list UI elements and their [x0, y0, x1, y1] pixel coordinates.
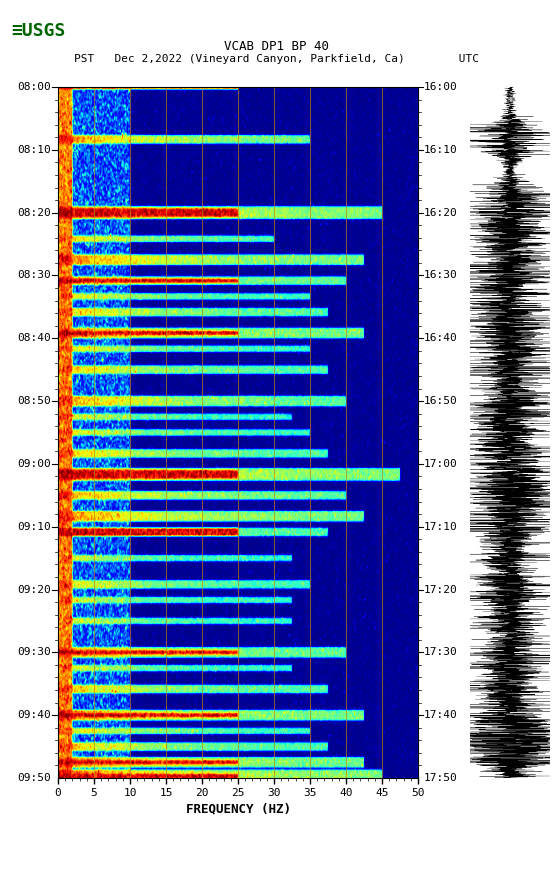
Text: 16:00: 16:00 [424, 82, 458, 92]
Text: 16:40: 16:40 [424, 333, 458, 343]
Text: 17:00: 17:00 [424, 459, 458, 469]
Text: VCAB DP1 BP 40: VCAB DP1 BP 40 [224, 40, 328, 54]
Text: 09:20: 09:20 [17, 585, 51, 595]
Text: 17:30: 17:30 [424, 647, 458, 657]
X-axis label: FREQUENCY (HZ): FREQUENCY (HZ) [185, 803, 290, 815]
Text: 16:10: 16:10 [424, 145, 458, 154]
Text: 16:20: 16:20 [424, 208, 458, 218]
Text: 09:50: 09:50 [17, 773, 51, 783]
Text: 08:00: 08:00 [17, 82, 51, 92]
Text: 08:30: 08:30 [17, 271, 51, 280]
Text: 08:20: 08:20 [17, 208, 51, 218]
Text: 08:40: 08:40 [17, 333, 51, 343]
Text: 17:10: 17:10 [424, 522, 458, 531]
Text: ≡USGS: ≡USGS [11, 22, 66, 40]
Text: 08:50: 08:50 [17, 396, 51, 406]
Text: 09:30: 09:30 [17, 647, 51, 657]
Text: 09:00: 09:00 [17, 459, 51, 469]
Text: 16:30: 16:30 [424, 271, 458, 280]
Text: 17:50: 17:50 [424, 773, 458, 783]
Text: PST   Dec 2,2022 (Vineyard Canyon, Parkfield, Ca)        UTC: PST Dec 2,2022 (Vineyard Canyon, Parkfie… [73, 54, 479, 63]
Text: 17:40: 17:40 [424, 710, 458, 720]
Text: 08:10: 08:10 [17, 145, 51, 154]
Text: 09:40: 09:40 [17, 710, 51, 720]
Text: 17:20: 17:20 [424, 585, 458, 595]
Text: 09:10: 09:10 [17, 522, 51, 531]
Text: 16:50: 16:50 [424, 396, 458, 406]
